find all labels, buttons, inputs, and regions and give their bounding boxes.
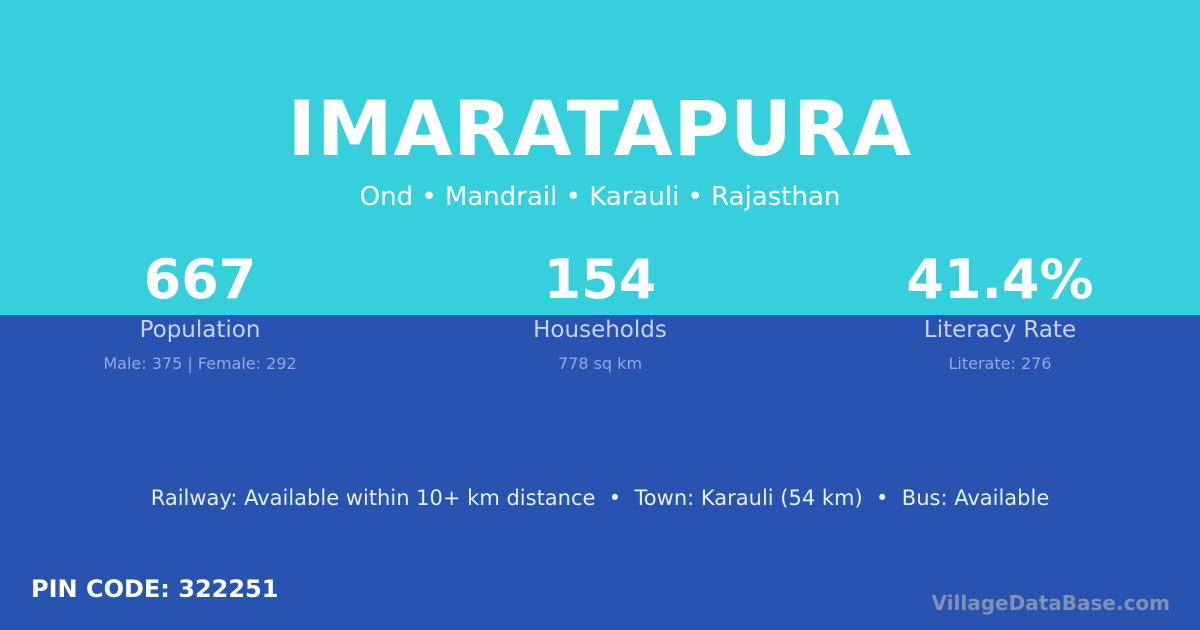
stat-label: Households xyxy=(533,317,667,343)
stat-label: Population xyxy=(139,317,261,343)
stat-value: 667 xyxy=(143,248,257,311)
body-band xyxy=(0,315,1200,630)
brand-logo: VillageDataBase.com xyxy=(931,591,1170,615)
transport-info: Railway: Available within 10+ km distanc… xyxy=(150,486,1050,510)
stat-detail: Male: 375 | Female: 292 xyxy=(103,354,297,373)
stat-value: 41.4% xyxy=(906,248,1094,311)
header-band xyxy=(0,0,1200,315)
stat-value: 154 xyxy=(543,248,657,311)
location-breadcrumb: Ond • Mandrail • Karauli • Rajasthan xyxy=(359,182,841,212)
stat-literacy: 41.4% Literacy Rate Literate: 276 xyxy=(800,248,1200,373)
stat-households: 154 Households 778 sq km xyxy=(400,248,800,373)
village-name: IMARATAPURA xyxy=(287,84,913,173)
pin-code: PIN CODE: 322251 xyxy=(31,575,279,603)
stat-label: Literacy Rate xyxy=(923,317,1077,343)
stat-detail: Literate: 276 xyxy=(948,354,1052,373)
stat-population: 667 Population Male: 375 | Female: 292 xyxy=(0,248,400,373)
stat-detail: 778 sq km xyxy=(557,354,643,373)
